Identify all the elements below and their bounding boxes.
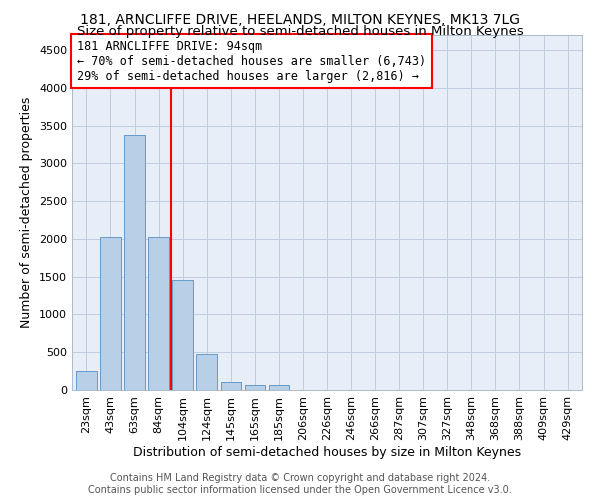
Bar — [196, 354, 217, 390]
Y-axis label: Number of semi-detached properties: Number of semi-detached properties — [20, 97, 34, 328]
Bar — [124, 134, 145, 390]
X-axis label: Distribution of semi-detached houses by size in Milton Keynes: Distribution of semi-detached houses by … — [133, 446, 521, 458]
Bar — [100, 238, 121, 390]
Text: Size of property relative to semi-detached houses in Milton Keynes: Size of property relative to semi-detach… — [77, 25, 523, 38]
Text: 181 ARNCLIFFE DRIVE: 94sqm
← 70% of semi-detached houses are smaller (6,743)
29%: 181 ARNCLIFFE DRIVE: 94sqm ← 70% of semi… — [77, 40, 426, 82]
Bar — [148, 238, 169, 390]
Bar — [245, 386, 265, 390]
Bar — [269, 386, 289, 390]
Text: Contains HM Land Registry data © Crown copyright and database right 2024.
Contai: Contains HM Land Registry data © Crown c… — [88, 474, 512, 495]
Text: 181, ARNCLIFFE DRIVE, HEELANDS, MILTON KEYNES, MK13 7LG: 181, ARNCLIFFE DRIVE, HEELANDS, MILTON K… — [80, 12, 520, 26]
Bar — [76, 371, 97, 390]
Bar — [221, 382, 241, 390]
Bar — [172, 280, 193, 390]
